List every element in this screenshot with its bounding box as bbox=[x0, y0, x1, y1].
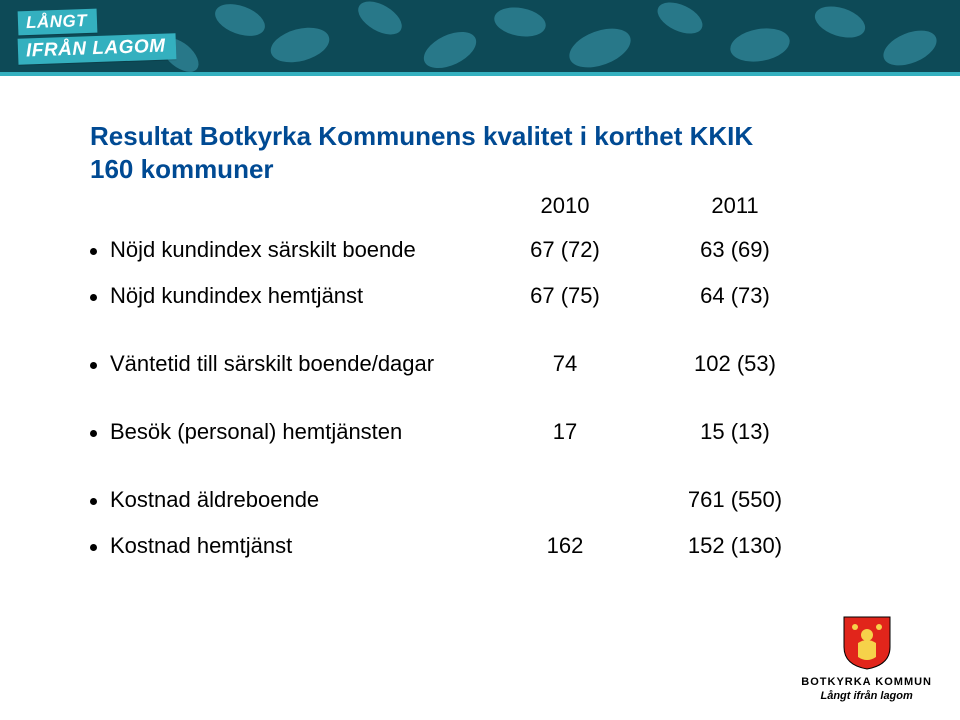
row-val-2010: 67 (75) bbox=[480, 283, 650, 309]
row-label: Kostnad hemtjänst bbox=[110, 533, 480, 559]
footer-logo: BOTKYRKA KOMMUN Långt ifrån lagom bbox=[801, 613, 932, 702]
row-val-2010: 17 bbox=[480, 419, 650, 445]
row-val-2011: 64 (73) bbox=[650, 283, 820, 309]
footer-city: BOTKYRKA KOMMUN bbox=[801, 676, 932, 688]
row-val-2011: 63 (69) bbox=[650, 237, 820, 263]
row-val-2011: 15 (13) bbox=[650, 419, 820, 445]
row-val-2010: 162 bbox=[480, 533, 650, 559]
bullet-icon bbox=[90, 498, 97, 505]
row-val-2011: 102 (53) bbox=[650, 351, 820, 377]
table-row: Nöjd kundindex särskilt boende 67 (72) 6… bbox=[90, 237, 870, 263]
content-area: Resultat Botkyrka Kommunens kvalitet i k… bbox=[90, 120, 870, 579]
row-label: Nöjd kundindex särskilt boende bbox=[110, 237, 480, 263]
table-row: Nöjd kundindex hemtjänst 67 (75) 64 (73) bbox=[90, 283, 870, 309]
crest-icon bbox=[838, 613, 896, 671]
row-label: Besök (personal) hemtjänsten bbox=[110, 419, 480, 445]
title-line1: Resultat Botkyrka Kommunens kvalitet i k… bbox=[90, 121, 753, 151]
table-row: Kostnad hemtjänst 162 152 (130) bbox=[90, 533, 870, 559]
header-tag-line2: IFRÅN LAGOM bbox=[18, 33, 176, 64]
header-tag-line1: LÅNGT bbox=[18, 9, 98, 36]
row-label: Väntetid till särskilt boende/dagar bbox=[110, 351, 480, 377]
bullet-icon bbox=[90, 248, 97, 255]
header-spacer bbox=[90, 193, 480, 219]
footer-tagline: Långt ifrån lagom bbox=[801, 690, 932, 702]
column-headers: 2010 2011 bbox=[90, 193, 870, 219]
bullet-icon bbox=[90, 544, 97, 551]
row-val-2011: 761 (550) bbox=[650, 487, 820, 513]
row-label: Kostnad äldreboende bbox=[110, 487, 480, 513]
table-row: Kostnad äldreboende 761 (550) bbox=[90, 487, 870, 513]
table-row: Besök (personal) hemtjänsten 17 15 (13) bbox=[90, 419, 870, 445]
header-band: LÅNGT IFRÅN LAGOM bbox=[0, 0, 960, 95]
row-val-2010: 67 (72) bbox=[480, 237, 650, 263]
year-2011: 2011 bbox=[650, 193, 820, 219]
bullet-icon bbox=[90, 294, 97, 301]
page-title: Resultat Botkyrka Kommunens kvalitet i k… bbox=[90, 120, 870, 185]
row-label: Nöjd kundindex hemtjänst bbox=[110, 283, 480, 309]
bullet-icon bbox=[90, 430, 97, 437]
year-2010: 2010 bbox=[480, 193, 650, 219]
table-row: Väntetid till särskilt boende/dagar 74 1… bbox=[90, 351, 870, 377]
row-val-2010: 74 bbox=[480, 351, 650, 377]
row-val-2011: 152 (130) bbox=[650, 533, 820, 559]
header-separator bbox=[0, 72, 960, 76]
bullet-icon bbox=[90, 362, 97, 369]
title-line2: 160 kommuner bbox=[90, 154, 274, 184]
